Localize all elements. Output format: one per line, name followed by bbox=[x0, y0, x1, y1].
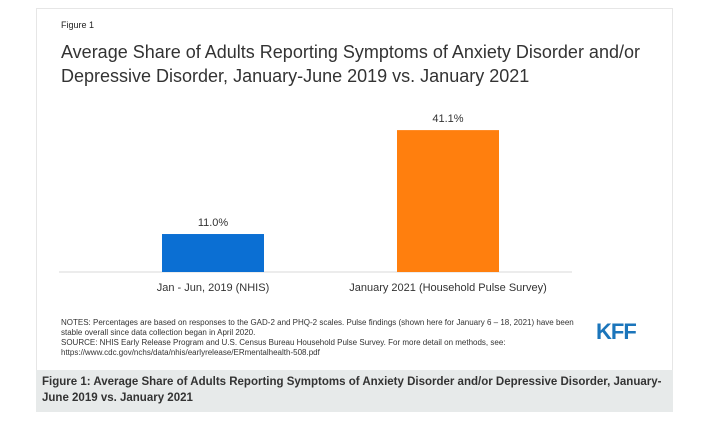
chart-title: Average Share of Adults Reporting Sympto… bbox=[61, 42, 640, 86]
data-label-1: 41.1% bbox=[432, 113, 463, 125]
kff-logo: KFF bbox=[596, 319, 637, 344]
bar-1 bbox=[397, 130, 499, 272]
bar-chart: 11.0% Jan - Jun, 2019 (NHIS) 41.1% January … bbox=[59, 113, 572, 294]
category-label-0: Jan - Jun, 2019 (NHIS) bbox=[157, 282, 270, 294]
data-label-0: 11.0% bbox=[198, 217, 229, 229]
notes-text: NOTES: Percentages are based on response… bbox=[61, 318, 574, 337]
bar-0 bbox=[162, 234, 264, 272]
source-text: SOURCE: NHIS Early Release Program and U… bbox=[61, 338, 506, 357]
figure-caption: Figure 1: Average Share of Adults Report… bbox=[36, 370, 673, 412]
notes-block: NOTES: Percentages are based on response… bbox=[61, 318, 581, 358]
bars-group: 11.0% Jan - Jun, 2019 (NHIS) 41.1% January … bbox=[157, 113, 547, 294]
figure-label: Figure 1 bbox=[61, 20, 95, 30]
figure-frame bbox=[36, 8, 673, 412]
category-label-1: January 2021 (Household Pulse Survey) bbox=[349, 282, 547, 294]
